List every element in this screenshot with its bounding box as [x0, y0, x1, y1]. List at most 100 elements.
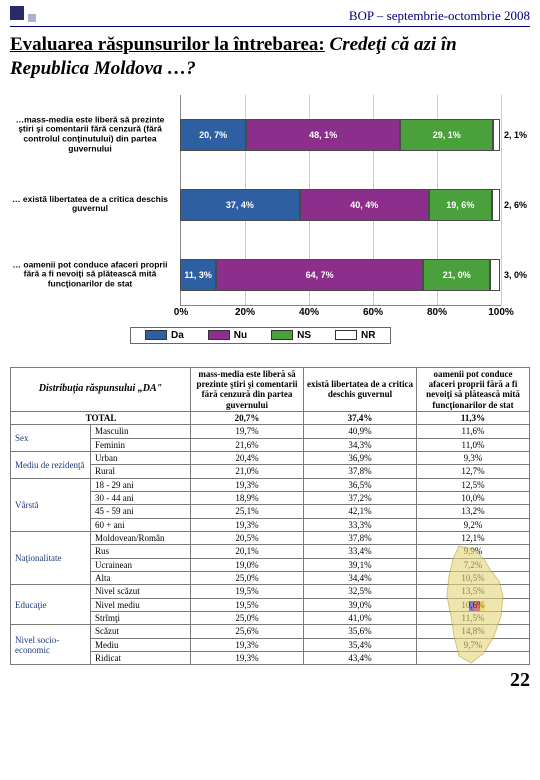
table-cell: 25,6% [191, 625, 304, 638]
legend-item-nr: NR [335, 330, 375, 341]
page-number: 22 [10, 669, 530, 692]
table-cell: 35,4% [304, 638, 417, 651]
table-cell: 37,8% [304, 531, 417, 544]
table-cell: 35,6% [304, 625, 417, 638]
table-row-header: Strîmţi [91, 612, 191, 625]
table-cell: 11,0% [417, 438, 530, 451]
legend-swatch [271, 330, 293, 340]
table-row-header: Ucrainean [91, 558, 191, 571]
table-cell: 11,5% [417, 612, 530, 625]
table-cell: 10,5% [417, 572, 530, 585]
table-row-header: Mediu [91, 638, 191, 651]
table-cell: 42,1% [304, 505, 417, 518]
table-col-header: oamenii pot conduce afaceri proprii fără… [417, 367, 530, 411]
segment-label-outside: 2, 1% [504, 130, 527, 140]
chart-legend: Da Nu NS NR [130, 327, 391, 344]
legend-swatch [145, 330, 167, 340]
table-cell: 19,3% [191, 638, 304, 651]
table-cell: 11,3% [417, 411, 530, 424]
gridline [501, 95, 502, 305]
bar-row: 20, 7% 48, 1% 29, 1% [180, 119, 500, 151]
table-cell: 25,0% [191, 612, 304, 625]
table-total-label: TOTAL [11, 411, 191, 424]
bar-row-label: … oamenii pot conduce afaceri proprii fă… [10, 260, 170, 289]
table-cell: 13,5% [417, 585, 530, 598]
table-cell: 39,1% [304, 558, 417, 571]
table-cell: 20,4% [191, 451, 304, 464]
legend-swatch [208, 330, 230, 340]
bar-segment-nu: 48, 1% [246, 119, 400, 151]
table-row-header: Moldovean/Român [91, 531, 191, 544]
table-dist-title: Distribuţia răspunsului „DA" [11, 367, 191, 411]
table-row-header: Nivel scăzut [91, 585, 191, 598]
table-cell: 10,6% [417, 598, 530, 611]
table-cell: 20,7% [191, 411, 304, 424]
bar-segment-nr [490, 259, 500, 291]
table-row-header: Nivel mediu [91, 598, 191, 611]
table-cell: 39,0% [304, 598, 417, 611]
table-cell: 21,6% [191, 438, 304, 451]
bar-segment-nr [493, 119, 500, 151]
segment-label: 20, 7% [199, 130, 227, 140]
table-cell: 36,5% [304, 478, 417, 491]
table-row-header: 60 + ani [91, 518, 191, 531]
title-lead: Evaluarea răspunsurilor la întrebarea: [10, 34, 325, 55]
table-cell: 21,0% [191, 465, 304, 478]
table-cell: 9,3% [417, 451, 530, 464]
table-row-header: Rural [91, 465, 191, 478]
table-row-header: Ridicat [91, 652, 191, 665]
table-cell: 9,2% [417, 518, 530, 531]
table-cell: 32,5% [304, 585, 417, 598]
bar-segment-nr [492, 189, 500, 221]
table-row-header: Alta [91, 572, 191, 585]
table-cell: 10,0% [417, 491, 530, 504]
table-cell: 9,7% [417, 638, 530, 651]
table-cell: 37,8% [304, 465, 417, 478]
table-cell: 36,9% [304, 451, 417, 464]
table-cell: 33,3% [304, 518, 417, 531]
table-category: Vârstă [11, 478, 91, 531]
data-table-wrap: Distribuţia răspunsului „DA"mass-media e… [10, 367, 530, 666]
table-cell: 12,5% [417, 478, 530, 491]
table-cell: 37,4% [304, 411, 417, 424]
legend-label: Da [171, 330, 184, 341]
table-row-header: Urban [91, 451, 191, 464]
bar-segment-da: 11, 3% [180, 259, 216, 291]
header-ornament-1 [10, 6, 24, 20]
table-cell: 9,9% [417, 545, 530, 558]
page-title: Evaluarea răspunsurilor la întrebarea: C… [10, 33, 530, 81]
table-cell: 33,4% [304, 545, 417, 558]
table-cell: 14,8% [417, 625, 530, 638]
table-cell: 13,2% [417, 505, 530, 518]
table-cell: 12,1% [417, 531, 530, 544]
table-category: Nivel socio-economic [11, 625, 91, 665]
x-tick-label: 100% [488, 307, 514, 318]
table-cell: 40,9% [304, 425, 417, 438]
table-col-header: există libertatea de a critica deschis g… [304, 367, 417, 411]
table-cell: 11,6% [417, 425, 530, 438]
legend-label: NS [297, 330, 311, 341]
bar-segment-ns: 21, 0% [423, 259, 490, 291]
table-row-header: Rus [91, 545, 191, 558]
legend-label: NR [361, 330, 375, 341]
bar-segment-da: 37, 4% [180, 189, 300, 221]
bar-segment-nu: 64, 7% [216, 259, 423, 291]
table-row-header: Feminin [91, 438, 191, 451]
table-cell: 20,1% [191, 545, 304, 558]
stacked-bar-chart: 0%20%40%60%80%100% DaNuNSNR …mass-media … [10, 95, 530, 355]
table-cell: 18,9% [191, 491, 304, 504]
bar-row-label: …mass-media este liberă să prezinte ştir… [10, 115, 170, 154]
header-ornament-2 [28, 14, 36, 22]
segment-label: 11, 3% [184, 270, 212, 280]
table-row-header: 45 - 59 ani [91, 505, 191, 518]
segment-label-outside: 2, 6% [504, 200, 527, 210]
table-row-header: 18 - 29 ani [91, 478, 191, 491]
table-cell: 41,0% [304, 612, 417, 625]
segment-label: 29, 1% [433, 130, 461, 140]
x-tick-label: 60% [363, 307, 383, 318]
table-category: Mediu de rezidenţă [11, 451, 91, 478]
x-tick-label: 80% [427, 307, 447, 318]
table-cell: 19,7% [191, 425, 304, 438]
legend-label: Nu [234, 330, 247, 341]
table-cell: 34,4% [304, 572, 417, 585]
